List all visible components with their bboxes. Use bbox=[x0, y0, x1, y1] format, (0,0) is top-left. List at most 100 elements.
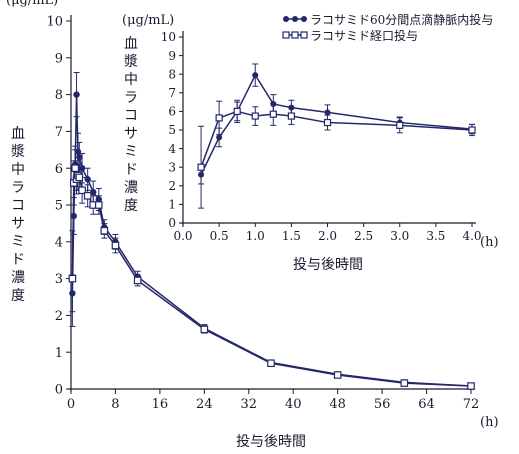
inset-data-point bbox=[269, 110, 277, 118]
main-series-oral bbox=[68, 149, 475, 390]
inset-x-tick-label: 2.0 bbox=[318, 229, 337, 243]
inset-y-tick-label: 6 bbox=[168, 105, 176, 119]
inset-data-point bbox=[468, 126, 476, 134]
main-y-tick-label: 2 bbox=[55, 309, 63, 324]
inset-x-tick-label: 2.5 bbox=[354, 229, 373, 243]
main-data-point bbox=[75, 173, 84, 182]
main-y-tick-label: 3 bbox=[55, 272, 63, 287]
main-data-point bbox=[267, 359, 275, 368]
inset-y-unit-label: (μg/mL) bbox=[122, 13, 174, 28]
main-x-tick-label: 48 bbox=[329, 397, 346, 412]
main-y-ticks: 0 1 2 3 4 5 6 7 8 9 10 bbox=[46, 15, 71, 398]
main-y-tick-label: 10 bbox=[46, 15, 63, 30]
main-y-tick-label: 0 bbox=[55, 383, 63, 398]
inset-series-oral bbox=[197, 99, 476, 209]
main-series bbox=[68, 72, 475, 390]
inset-data-point bbox=[197, 163, 205, 171]
main-y-tick-label: 6 bbox=[55, 162, 63, 177]
main-data-point bbox=[84, 176, 91, 183]
inset-data-point bbox=[215, 114, 223, 122]
inset-y-tick-label: 0 bbox=[168, 216, 176, 230]
main-data-point bbox=[71, 164, 79, 173]
inset-y-tick-label: 3 bbox=[168, 160, 176, 174]
main-y-tick-label: 8 bbox=[55, 88, 63, 103]
inset-y-tick-label: 2 bbox=[168, 179, 176, 193]
inset-y-tick-label: 7 bbox=[168, 86, 176, 100]
legend-item-oral: ラコサミド経口投与 bbox=[282, 28, 418, 43]
inset-x-tick-label: 1.5 bbox=[282, 229, 301, 243]
main-y-tick-label: 9 bbox=[55, 51, 63, 66]
legend: ラコサミド60分間点滴静脈内投与 ラコサミド経口投与 bbox=[282, 12, 493, 43]
inset-data-point bbox=[252, 72, 259, 79]
inset-chart: 0 1 2 3 4 5 6 7 8 9 10 0.0 0.5 1.0 1.5 2.0 2.5 3.0 3.5 4.0… bbox=[122, 12, 499, 273]
inset-x-tick-label: 0.0 bbox=[173, 229, 192, 243]
inset-x-tick-label: 3.0 bbox=[390, 229, 409, 243]
inset-data-point bbox=[216, 134, 223, 141]
main-x-tick-label: 16 bbox=[152, 397, 169, 412]
inset-y-tick-label: 10 bbox=[161, 30, 176, 44]
main-y-tick-label: 5 bbox=[55, 199, 63, 214]
inset-y-tick-label: 8 bbox=[168, 67, 176, 81]
main-y-tick-label: 7 bbox=[55, 125, 63, 140]
main-x-tick-label: 40 bbox=[285, 397, 302, 412]
main-x-tick-label: 0 bbox=[67, 397, 75, 412]
main-x-tick-label: 72 bbox=[463, 397, 480, 412]
inset-x-ticks: 0.0 0.5 1.0 1.5 2.0 2.5 3.0 3.5 4.0 bbox=[173, 223, 482, 243]
main-data-point bbox=[94, 201, 103, 209]
main-y-axis-label: 血漿中ラコサミド濃度 bbox=[11, 126, 25, 304]
inset-series-line bbox=[200, 110, 473, 168]
main-x-tick-label: 24 bbox=[196, 397, 213, 412]
main-data-point bbox=[200, 325, 209, 334]
main-data-point bbox=[100, 226, 109, 235]
inset-data-point bbox=[287, 112, 295, 120]
main-data-point bbox=[76, 153, 83, 161]
inset-data-point bbox=[251, 112, 259, 120]
main-x-tick-label: 32 bbox=[241, 397, 258, 412]
inset-y-tick-label: 9 bbox=[168, 49, 176, 63]
main-data-point bbox=[83, 192, 92, 200]
main-data-point bbox=[111, 241, 120, 250]
main-x-tick-label: 56 bbox=[374, 397, 391, 412]
main-x-ticks: 0 8 16 24 32 40 48 56 64 72 bbox=[67, 389, 479, 412]
main-data-point bbox=[68, 274, 77, 283]
inset-y-tick-label: 5 bbox=[168, 123, 176, 137]
main-y-tick-label: 1 bbox=[55, 346, 63, 361]
main-data-point bbox=[78, 186, 86, 195]
inset-y-ticks: 0 1 2 3 4 5 6 7 8 9 10 bbox=[161, 30, 183, 230]
inset-data-point bbox=[233, 107, 241, 116]
inset-series-line bbox=[200, 73, 473, 175]
main-y-tick-label: 4 bbox=[55, 235, 63, 250]
inset-data-point bbox=[324, 109, 331, 116]
main-x-tick-label: 64 bbox=[418, 397, 435, 412]
main-data-point bbox=[73, 91, 80, 98]
legend-label-iv: ラコサミド60分間点滴静脈内投与 bbox=[310, 12, 493, 27]
inset-x-tick-label: 3.5 bbox=[426, 229, 445, 243]
main-data-point bbox=[333, 371, 342, 379]
inset-series bbox=[197, 63, 476, 209]
main-x-unit-label: (h) bbox=[480, 415, 499, 430]
main-data-point bbox=[467, 382, 475, 390]
inset-x-tick-label: 0.5 bbox=[210, 229, 229, 243]
inset-x-tick-label: 4.0 bbox=[462, 229, 481, 243]
inset-y-tick-label: 4 bbox=[168, 142, 176, 156]
inset-x-axis-label: 投与後時間 bbox=[293, 257, 363, 273]
inset-x-unit-label: (h) bbox=[480, 235, 499, 250]
main-x-axis-label: 投与後時間 bbox=[236, 434, 306, 450]
main-axes bbox=[68, 15, 475, 392]
inset-data-point bbox=[323, 118, 332, 127]
legend-item-iv: ラコサミド60分間点滴静脈内投与 bbox=[283, 12, 493, 27]
inset-x-tick-label: 1.0 bbox=[246, 229, 265, 243]
main-data-point bbox=[78, 165, 86, 172]
main-data-point bbox=[133, 276, 142, 285]
main-data-point bbox=[90, 188, 97, 196]
main-data-point bbox=[400, 379, 409, 387]
inset-y-axis-label: 血漿中ラコサミド濃度 bbox=[124, 36, 138, 214]
inset-series-iv bbox=[198, 63, 475, 185]
main-x-tick-label: 8 bbox=[111, 397, 119, 412]
inset-y-tick-label: 1 bbox=[168, 198, 176, 212]
inset-data-point bbox=[396, 121, 404, 129]
main-y-unit-label: (μg/mL) bbox=[6, 0, 58, 8]
legend-label-oral: ラコサミド経口投与 bbox=[310, 28, 418, 43]
